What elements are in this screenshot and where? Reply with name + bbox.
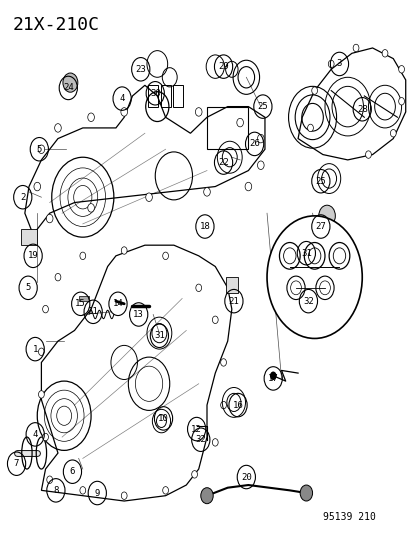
Circle shape xyxy=(244,182,251,191)
Circle shape xyxy=(162,252,168,260)
Circle shape xyxy=(145,193,152,201)
Circle shape xyxy=(307,124,313,132)
Text: 23: 23 xyxy=(135,65,146,74)
Text: 11: 11 xyxy=(88,308,98,316)
Circle shape xyxy=(220,359,226,366)
Circle shape xyxy=(80,487,85,494)
Text: 7: 7 xyxy=(14,459,19,468)
Bar xyxy=(148,85,158,107)
Circle shape xyxy=(266,216,361,338)
Circle shape xyxy=(38,348,44,356)
Text: 6: 6 xyxy=(70,467,75,476)
Circle shape xyxy=(43,305,48,313)
Text: 1: 1 xyxy=(33,345,38,353)
Bar xyxy=(78,296,89,301)
Circle shape xyxy=(195,108,202,116)
Circle shape xyxy=(88,204,94,212)
Text: 26: 26 xyxy=(249,140,259,148)
Circle shape xyxy=(311,87,317,94)
Text: 16: 16 xyxy=(232,401,243,409)
Circle shape xyxy=(352,44,358,52)
Text: 32: 32 xyxy=(302,297,313,305)
Circle shape xyxy=(80,252,85,260)
Circle shape xyxy=(398,66,404,73)
Text: 5: 5 xyxy=(37,145,42,154)
Circle shape xyxy=(47,476,52,483)
Circle shape xyxy=(121,108,127,116)
Text: 8: 8 xyxy=(53,486,58,495)
Circle shape xyxy=(328,60,333,68)
Text: 21: 21 xyxy=(228,297,239,305)
Circle shape xyxy=(365,151,370,158)
Text: 14: 14 xyxy=(112,300,123,308)
Text: 17: 17 xyxy=(267,374,278,383)
Circle shape xyxy=(299,485,312,501)
Text: 95139 210: 95139 210 xyxy=(322,512,375,522)
Polygon shape xyxy=(21,229,37,245)
Circle shape xyxy=(195,284,201,292)
Circle shape xyxy=(389,130,395,137)
Text: 10: 10 xyxy=(158,414,169,423)
Text: 2: 2 xyxy=(20,193,25,201)
Circle shape xyxy=(381,50,387,57)
Text: 28: 28 xyxy=(356,105,367,114)
Circle shape xyxy=(203,188,210,196)
Circle shape xyxy=(212,316,218,324)
Text: 9: 9 xyxy=(95,489,100,497)
Text: 32: 32 xyxy=(195,435,206,444)
Circle shape xyxy=(220,401,226,409)
Polygon shape xyxy=(225,277,237,293)
Circle shape xyxy=(55,124,61,132)
Circle shape xyxy=(162,487,168,494)
Text: 12: 12 xyxy=(191,425,202,433)
Text: 18: 18 xyxy=(199,222,210,231)
Text: 31: 31 xyxy=(300,249,311,257)
Text: 25: 25 xyxy=(257,102,268,111)
Circle shape xyxy=(121,247,127,254)
Circle shape xyxy=(88,113,94,122)
Circle shape xyxy=(38,391,44,398)
Text: 29: 29 xyxy=(218,62,228,71)
Circle shape xyxy=(318,205,335,227)
Text: 25: 25 xyxy=(315,177,325,185)
Text: 15: 15 xyxy=(75,300,86,308)
Text: 30: 30 xyxy=(150,89,160,98)
Text: 31: 31 xyxy=(154,332,164,340)
Circle shape xyxy=(257,134,263,143)
Circle shape xyxy=(34,182,40,191)
Circle shape xyxy=(121,492,127,499)
Text: 24: 24 xyxy=(63,84,74,92)
Circle shape xyxy=(398,98,404,105)
Text: 13: 13 xyxy=(133,310,144,319)
Circle shape xyxy=(46,214,53,223)
Circle shape xyxy=(269,372,276,380)
Text: 27: 27 xyxy=(315,222,325,231)
Circle shape xyxy=(43,433,48,441)
Circle shape xyxy=(236,118,243,127)
Text: 5: 5 xyxy=(26,284,31,292)
Circle shape xyxy=(257,161,263,169)
Text: 20: 20 xyxy=(240,473,251,481)
Text: 3: 3 xyxy=(336,60,341,68)
Circle shape xyxy=(191,471,197,478)
Text: 19: 19 xyxy=(28,252,38,260)
Text: 4: 4 xyxy=(119,94,124,103)
Text: 4: 4 xyxy=(33,430,38,439)
Text: 22: 22 xyxy=(218,158,228,167)
Text: 21X-210C: 21X-210C xyxy=(12,16,99,34)
Bar xyxy=(173,85,183,107)
Circle shape xyxy=(63,73,78,92)
Circle shape xyxy=(55,273,61,281)
Bar xyxy=(160,85,170,107)
Circle shape xyxy=(38,145,45,154)
Circle shape xyxy=(200,488,213,504)
Circle shape xyxy=(212,439,218,446)
